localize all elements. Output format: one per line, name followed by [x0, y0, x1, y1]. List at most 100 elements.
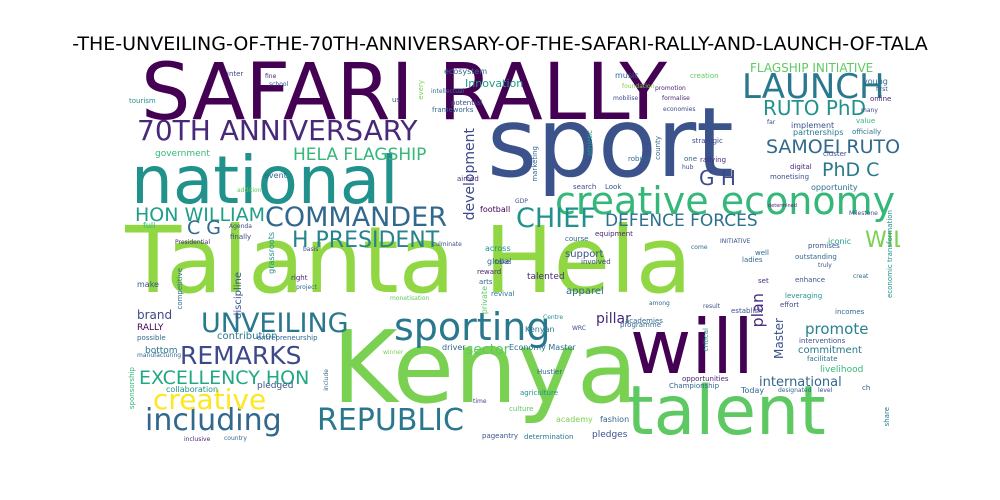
word: contribution [217, 331, 278, 342]
word: creation [690, 72, 719, 80]
word: value [856, 117, 876, 125]
word: project [296, 284, 317, 291]
word: creat [853, 273, 869, 280]
word: incomes [835, 308, 865, 316]
word: truly [818, 262, 832, 269]
word: partnerships [793, 128, 844, 137]
word: hub [682, 164, 694, 171]
word: HELA FLAGSHIP [293, 145, 427, 165]
word: COMMANDER [265, 202, 447, 233]
word: leveraging [785, 292, 823, 300]
word: foundation [622, 83, 655, 90]
word: share [883, 407, 891, 427]
word: sporting [394, 305, 551, 349]
word: CHIEF [516, 203, 596, 234]
word: economies [663, 106, 696, 113]
word: talent [627, 372, 826, 447]
word: agriculture [520, 389, 558, 397]
word: mobilise [613, 95, 639, 102]
word: come [691, 244, 708, 251]
word: sector [466, 342, 510, 358]
word: Look [605, 183, 622, 191]
word: Kenyan [525, 325, 555, 334]
word: intellectual [431, 88, 465, 95]
word: iconic [828, 237, 852, 246]
word: determined [768, 203, 797, 209]
word: Milestone [849, 210, 878, 217]
word: across [485, 244, 511, 253]
word: sport [487, 87, 734, 199]
word: us [392, 96, 401, 104]
word: make [137, 280, 159, 289]
word: critical [702, 328, 710, 352]
word: reward [477, 268, 502, 276]
word: HON WILLIAM [135, 204, 266, 226]
word: winner [383, 349, 404, 356]
word: will [630, 303, 754, 391]
word: DEFENCE FORCES [605, 211, 758, 231]
word: economic transformation [886, 210, 894, 299]
word: EXCELLENCY HON [139, 367, 310, 389]
word: programme [620, 321, 662, 329]
word: marketing [531, 146, 539, 182]
word: PhD C [822, 159, 880, 181]
word: support [565, 249, 604, 260]
word: discipline [233, 272, 244, 320]
word: RALLY [137, 323, 164, 333]
word: equipment [595, 230, 633, 238]
word: Innovation [465, 77, 524, 90]
word: culture [509, 405, 534, 413]
word: FLAGSHIP INITIATIVE [750, 61, 874, 75]
word: grassroots [267, 232, 276, 274]
word: level [818, 387, 833, 394]
word: school [269, 81, 289, 88]
word: one [684, 155, 698, 163]
word: bottom [145, 346, 178, 356]
word: first [876, 86, 888, 93]
word: football [480, 205, 511, 214]
word: online [870, 95, 892, 103]
word: establish [731, 307, 763, 315]
word: finally [230, 233, 252, 241]
word: determination [524, 433, 574, 441]
word: UNVEILING [201, 308, 349, 339]
word: full [143, 221, 156, 230]
word: Hustler [537, 368, 563, 376]
word: promises [808, 242, 840, 250]
word: include [323, 369, 330, 391]
word: creative economy [555, 179, 896, 223]
word: frameworks [432, 106, 474, 114]
word: global [487, 257, 512, 266]
word: course [565, 235, 589, 243]
word-cloud: Talanta Hela Kenya SAFARI RALLY sport wi… [125, 60, 900, 447]
word: effort [780, 301, 800, 309]
word: culminate [432, 241, 462, 248]
word: brand [137, 308, 173, 322]
word: ecosystem [444, 67, 488, 76]
word: REPUBLIC [317, 403, 464, 438]
word: outstanding [795, 253, 837, 261]
word: Kenya [332, 309, 638, 426]
word: opportunities [682, 375, 729, 383]
word: pledged [257, 381, 294, 391]
word: inclusive [184, 436, 211, 443]
word: sponsorship [128, 367, 136, 410]
word: Centre [543, 314, 564, 321]
word: fine [265, 73, 277, 80]
word: far [767, 119, 776, 126]
word: REMARKS [180, 341, 302, 370]
word: revival [491, 290, 515, 298]
word: manufacturing [137, 352, 182, 359]
word: SAMOEI RUTO [766, 136, 900, 158]
word: Talanta Hela [125, 207, 693, 314]
word: well [755, 249, 769, 257]
word: talented [527, 272, 565, 282]
word: interventions [799, 337, 846, 345]
word: enhance [795, 276, 826, 284]
word: pageantry [482, 432, 518, 440]
word: international [759, 375, 842, 390]
word: academy [556, 415, 593, 424]
word: rallying [700, 156, 727, 164]
word: Presidential [175, 239, 210, 246]
word: result [703, 303, 720, 310]
